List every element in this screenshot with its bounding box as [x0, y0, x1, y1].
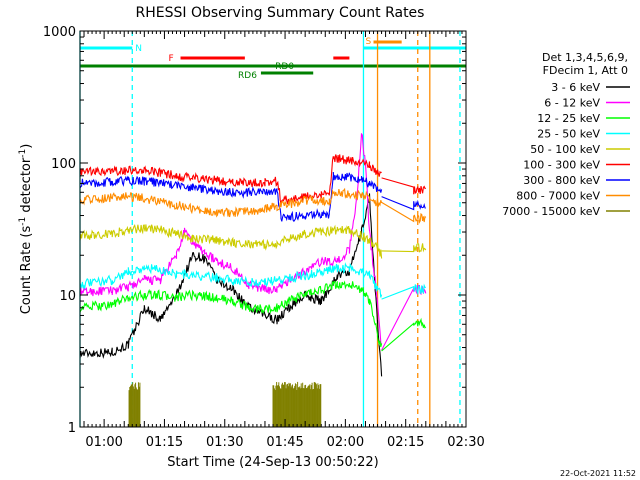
legend: Det 1,3,4,5,6,9,FDecim 1, Att 0 3 - 6 keV…: [502, 51, 630, 218]
x-tick-label: 02:30: [447, 435, 484, 450]
legend-label: 800 - 7000 keV: [516, 190, 600, 203]
x-tick-label: 01:45: [266, 435, 303, 450]
x-axis: 01:00 01:15 01:30 01:45 02:00 02:15 02:30: [83, 31, 485, 450]
series-line: [79, 280, 427, 352]
x-tick-label: 01:00: [85, 435, 122, 450]
legend-header: FDecim 1, Att 0: [543, 64, 628, 77]
legend-label: 300 - 800 keV: [523, 174, 600, 187]
flag-label-f: F: [169, 54, 174, 64]
legend-header: Det 1,3,4,5,6,9,: [542, 51, 628, 64]
flag-label-n: N: [135, 44, 142, 54]
flag-label-rd0: RD0: [275, 62, 294, 72]
legend-label: 25 - 50 keV: [537, 128, 600, 141]
y-axis-label: Count Rate (s-1 detector-1): [18, 144, 34, 315]
x-tick-label: 01:15: [146, 435, 183, 450]
series-line: [79, 262, 426, 300]
x-axis-label: Start Time (24-Sep-13 00:50:22): [167, 455, 378, 470]
date-stamp: 22-Oct-2021 11:52: [560, 469, 636, 478]
legend-label: 3 - 6 keV: [551, 81, 600, 94]
observing-flag-bars: N F S RD0 RD6: [80, 37, 466, 81]
plot-frame: [79, 30, 467, 428]
x-tick-label: 01:30: [206, 435, 243, 450]
legend-label: 12 - 25 keV: [537, 112, 600, 125]
chart-title: RHESSI Observing Summary Count Rates: [136, 5, 425, 21]
vertical-markers: [79, 31, 461, 427]
series-layer: [79, 133, 427, 427]
series-line: [79, 154, 427, 205]
legend-label: 7000 - 15000 keV: [502, 205, 600, 218]
series-line: [79, 187, 427, 224]
flag-label-rd6: RD6: [238, 71, 257, 81]
legend-label: 100 - 300 keV: [523, 159, 600, 172]
x-tick-label: 02:00: [327, 435, 364, 450]
flag-label-s: S: [366, 37, 372, 47]
x-tick-label: 02:15: [387, 435, 424, 450]
y-tick-label: 1: [68, 421, 76, 436]
y-axis: 1 10 100 1000: [43, 25, 466, 436]
legend-label: 50 - 100 keV: [530, 143, 600, 156]
y-tick-label: 100: [51, 157, 76, 172]
legend-label: 6 - 12 keV: [544, 97, 600, 110]
y-tick-label: 1000: [43, 25, 76, 40]
y-tick-label: 10: [59, 289, 76, 304]
series-line: [79, 223, 427, 259]
series-line: [79, 171, 426, 223]
